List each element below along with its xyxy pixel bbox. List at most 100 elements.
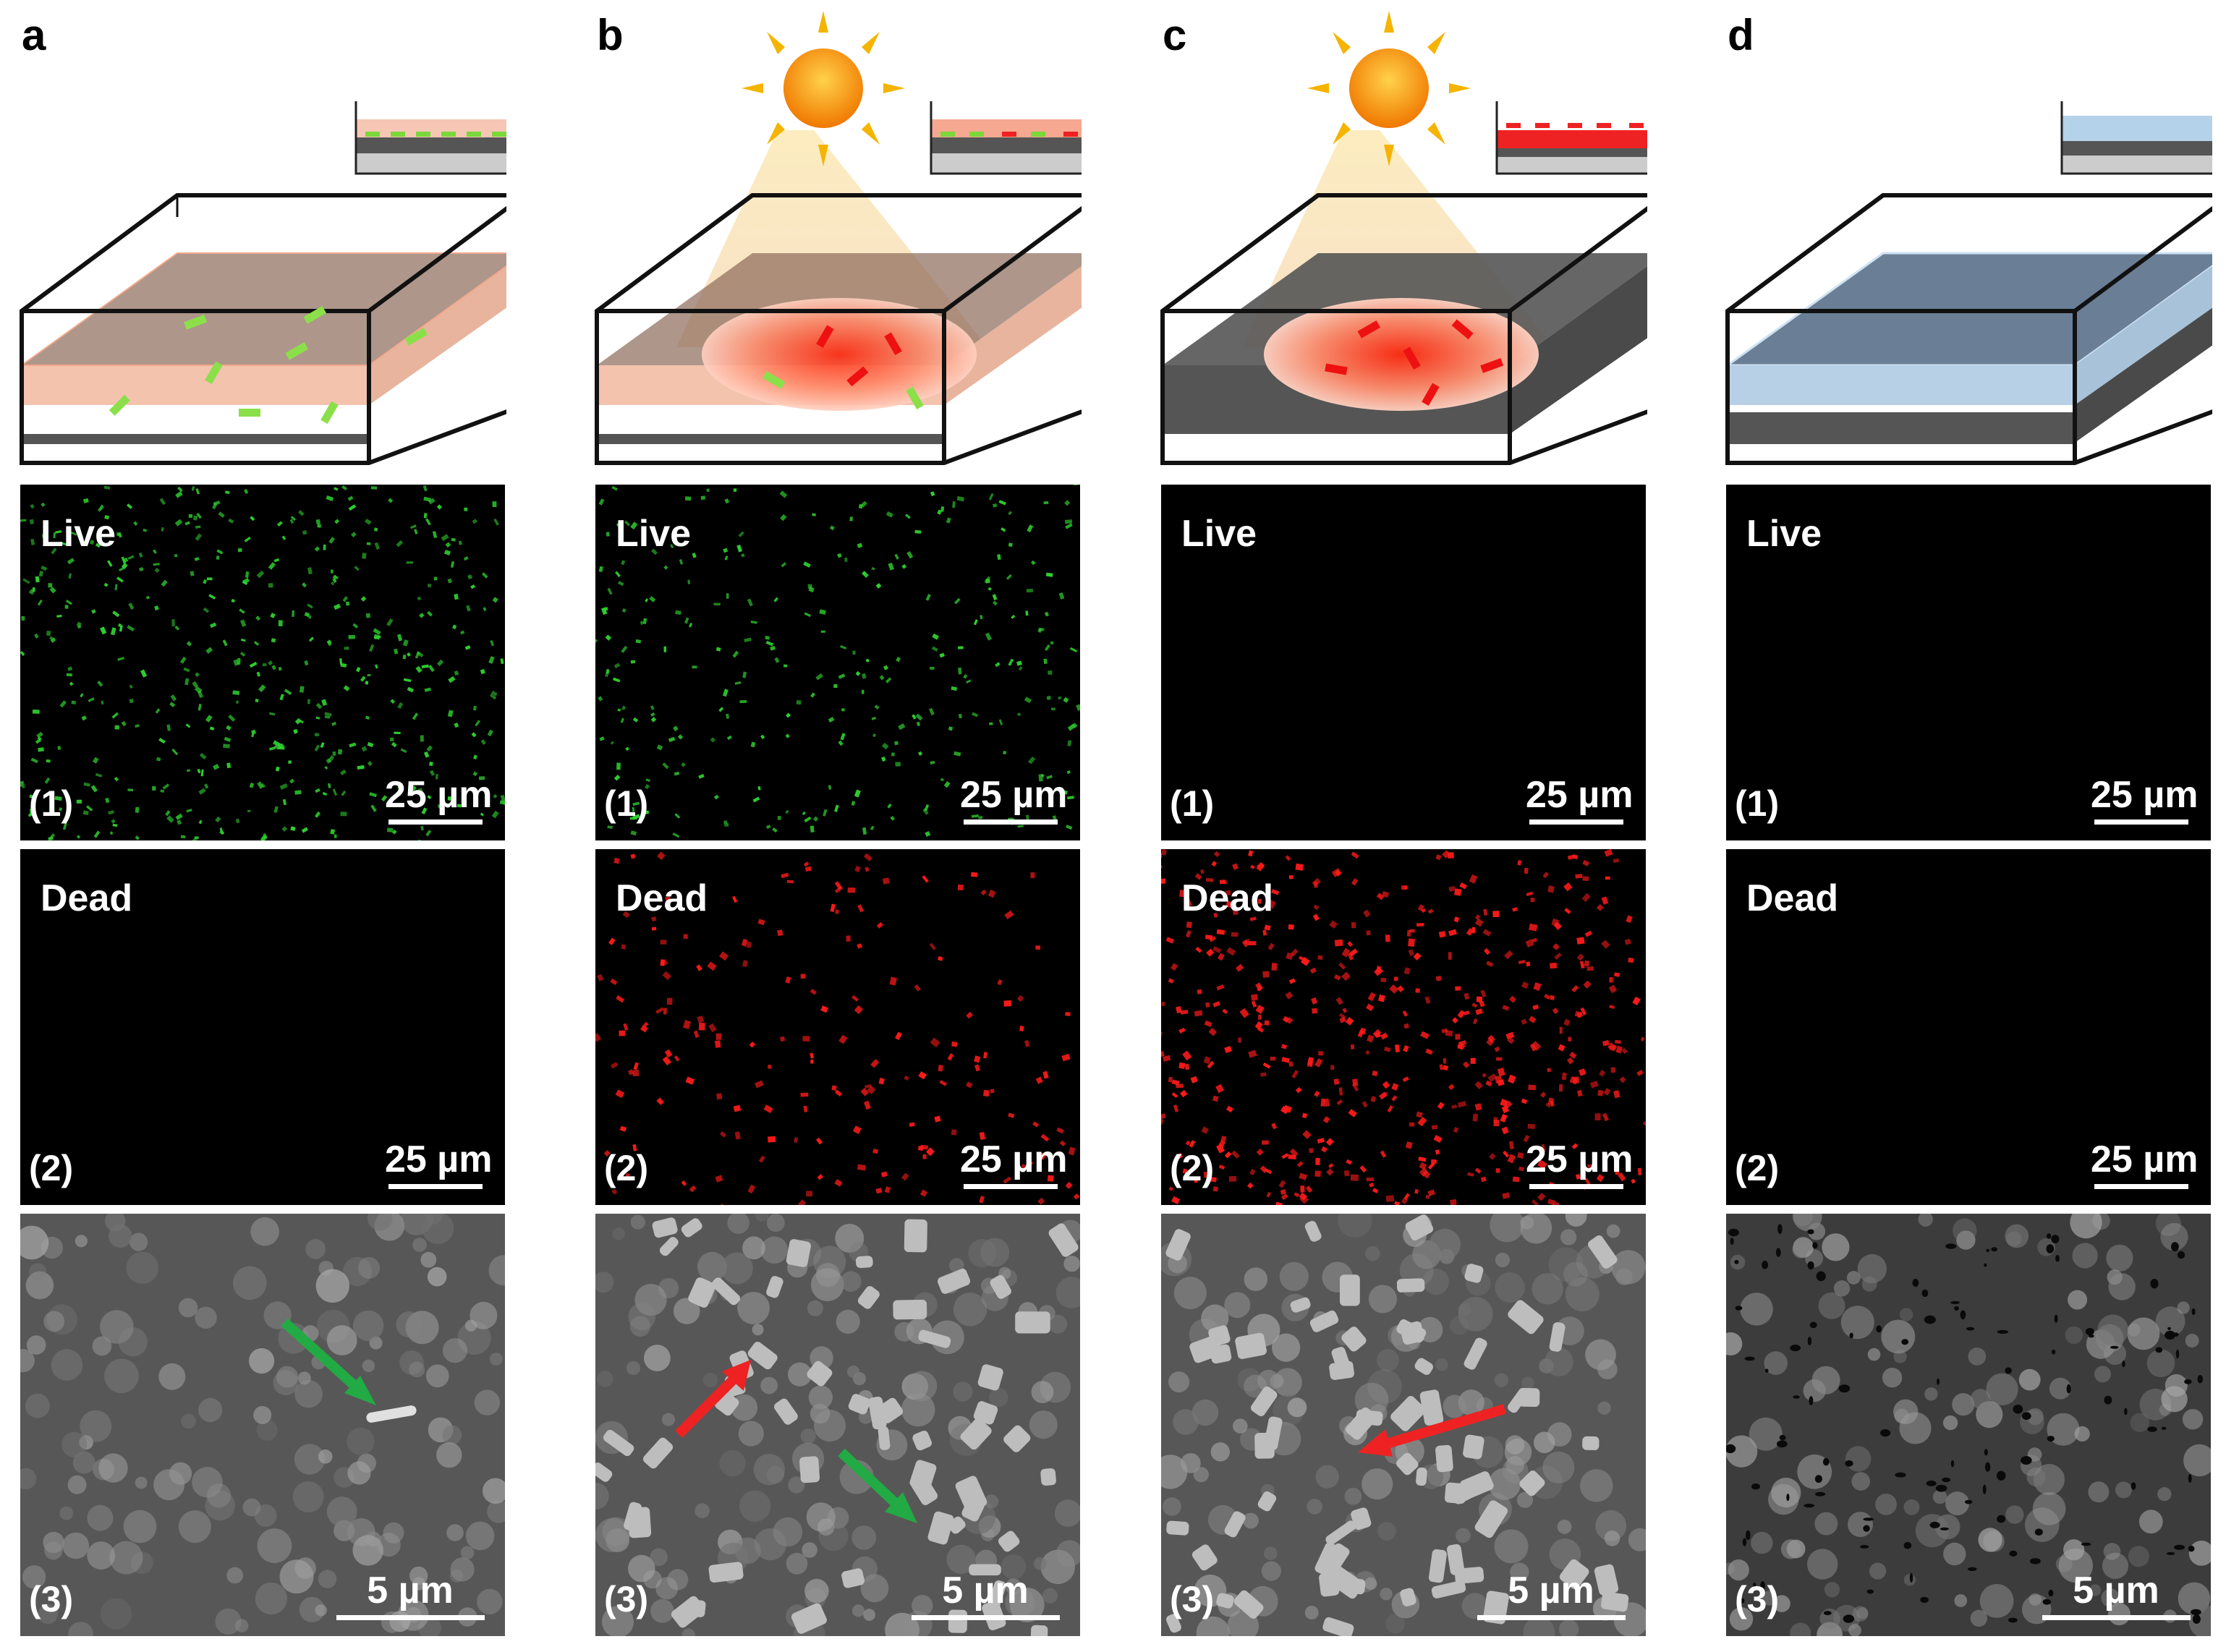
live-cell (258, 684, 266, 693)
live-cell (343, 685, 350, 691)
dead-cell (1376, 893, 1385, 900)
live-cell (624, 520, 631, 527)
live-cell (1069, 647, 1078, 653)
dead-cell (1168, 978, 1174, 984)
dead-cell (1321, 1146, 1327, 1153)
dead-cell (1267, 900, 1276, 909)
dead-cell (1459, 882, 1467, 890)
dead-cell (742, 960, 748, 968)
live-cell (1044, 644, 1050, 652)
live-cell (67, 558, 75, 565)
dead-cell (1068, 1146, 1076, 1156)
dead-cell (1454, 888, 1462, 896)
live-cell (315, 519, 321, 525)
dead-cell (1531, 1199, 1539, 1205)
scale-bar: 25 µm (960, 773, 1067, 825)
live-cell (76, 835, 81, 839)
live-cell (242, 580, 248, 585)
dead-cell (1175, 1005, 1182, 1014)
live-cell (1018, 666, 1023, 671)
live-cell (219, 827, 224, 835)
live-cell (1064, 519, 1073, 524)
live-cell (428, 665, 435, 672)
live-cell (20, 650, 25, 657)
dead-cell (1216, 1144, 1225, 1154)
live-cell (348, 504, 357, 511)
dead-cell (854, 1005, 863, 1015)
live-cell (161, 579, 168, 587)
dead-cell (1161, 853, 1163, 859)
live-cell (414, 529, 418, 535)
scale-label: 25 µm (385, 1138, 493, 1180)
live-cell (41, 565, 48, 571)
live-cell (354, 566, 360, 571)
live-cell (268, 660, 273, 666)
dead-cell (1405, 1141, 1413, 1149)
live-cell (992, 503, 998, 508)
live-cell (492, 501, 497, 508)
live-cell (89, 540, 95, 545)
live-cell (472, 519, 477, 524)
live-cell (954, 597, 961, 605)
live-cell (334, 487, 339, 491)
dead-cell (895, 1031, 902, 1040)
dead-cell (781, 872, 789, 879)
live-cell (928, 707, 935, 716)
live-cell (598, 696, 603, 702)
live-cell (871, 716, 877, 720)
dead-cell (1171, 1196, 1181, 1205)
live-cell (858, 503, 863, 509)
dead-cell (1281, 1057, 1290, 1063)
dead-cell (1474, 1167, 1482, 1174)
live-cell (437, 803, 443, 809)
panel-number: (2) (1735, 1148, 1780, 1188)
live-cell (289, 778, 295, 784)
live-cell (59, 541, 67, 546)
dead-cell (1452, 1017, 1458, 1023)
dead-cell (1471, 927, 1476, 934)
live-cell (314, 811, 320, 818)
dead-cell (1291, 1070, 1299, 1079)
dead-cell (1267, 942, 1275, 950)
live-cell (924, 804, 930, 812)
live-cell (402, 639, 409, 647)
dead-cell (1178, 1062, 1186, 1069)
live-cell (195, 533, 203, 541)
live-cell (971, 814, 979, 818)
dead-cell (1448, 885, 1456, 893)
dead-cell (1517, 859, 1522, 866)
live-cell (83, 782, 90, 787)
live-cell (50, 637, 56, 643)
dead-cell (1257, 898, 1262, 904)
live-cell (159, 498, 166, 506)
live-cell (1058, 696, 1062, 700)
live-cell (110, 627, 116, 636)
live-cell (881, 756, 886, 762)
dead-cell (803, 861, 810, 867)
live-cell (177, 819, 182, 825)
live-cell (66, 673, 72, 677)
live-cell (489, 694, 497, 700)
dead-cell (1241, 939, 1250, 948)
live-cell (862, 571, 869, 579)
dead-cell (830, 903, 836, 912)
dead-cell (1219, 880, 1225, 885)
live-cell (428, 761, 433, 767)
dead-cell (857, 943, 863, 949)
live-cell (988, 493, 994, 501)
live-label: Live (1181, 513, 1257, 555)
dead-cell (1425, 1048, 1433, 1055)
dead-cell (1526, 891, 1534, 897)
live-cell (253, 641, 260, 646)
live-cell (406, 561, 414, 564)
live-cell (209, 622, 217, 629)
live-cell (815, 673, 823, 681)
live-cell (599, 736, 605, 741)
live-cell (365, 519, 372, 525)
dead-cell (1262, 971, 1270, 978)
inset-dish-c (1495, 101, 1647, 175)
dead-cell (1483, 908, 1488, 916)
live-cell (271, 665, 276, 670)
dead-cell (1345, 1017, 1354, 1026)
dead-cell (1521, 1018, 1527, 1025)
